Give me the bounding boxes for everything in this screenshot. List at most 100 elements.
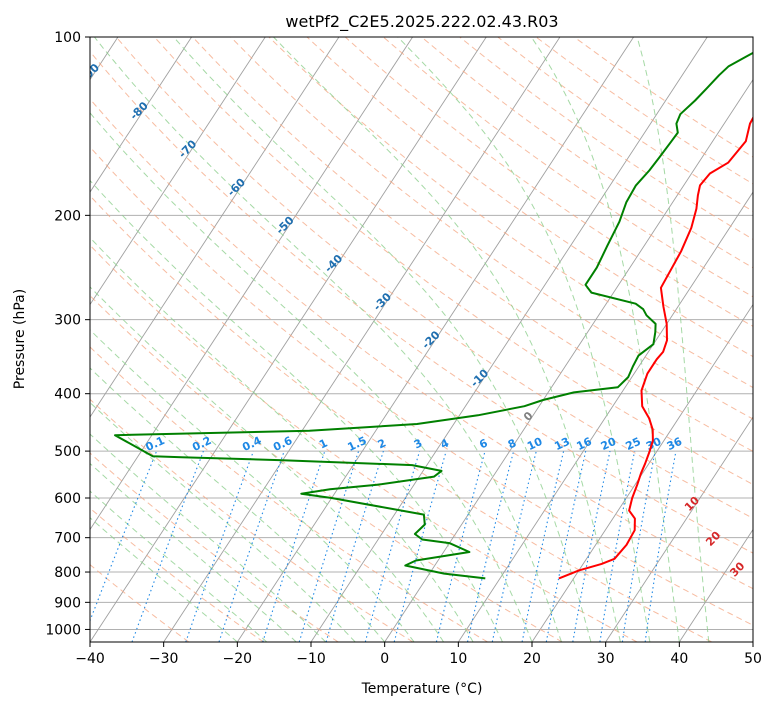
isotherm-line — [90, 37, 266, 306]
line-labels: 0.1 0.2 0.4 0.6 1 1.5 2 3 4 6 8 10 13 16 20 25 30 36-100-… — [27, 20, 774, 607]
isotherm-label: -10 — [468, 366, 491, 389]
isotherm-label: -80 — [128, 99, 151, 122]
isotherm-label: -30 — [371, 290, 394, 313]
dry-adiabat-line — [230, 37, 753, 420]
dry-adiabat-line — [90, 50, 753, 554]
mixing-ratio-label: 6 — [477, 436, 490, 451]
dry-adiabat-line — [459, 37, 753, 240]
isotherm-label: -50 — [273, 214, 296, 237]
x-tick-label: 10 — [449, 651, 467, 667]
mixing-ratio-label: 25 — [624, 435, 643, 453]
moist-adiabat-line — [90, 490, 268, 642]
mixing-ratio-line — [491, 450, 537, 642]
dry-adiabat-line — [573, 37, 753, 158]
isotherm-label: -90 — [79, 61, 102, 84]
y-tick-label: 500 — [54, 444, 81, 460]
mixing-ratio-line — [90, 450, 158, 623]
dry-adiabat-line — [306, 37, 753, 358]
isotherm-line — [90, 37, 340, 418]
mixing-ratio-line — [599, 450, 636, 642]
x-tick-label: −20 — [223, 651, 253, 667]
x-tick-label: −30 — [149, 651, 179, 667]
x-tick-label: −10 — [296, 651, 326, 667]
isotherm-label: -60 — [225, 175, 248, 198]
dry-adiabat-line — [154, 37, 753, 485]
x-tick-label: 30 — [597, 651, 615, 667]
mixing-ratio-label: 13 — [552, 435, 571, 453]
mixing-ratio-label: 4 — [439, 436, 452, 451]
adiabat-label: 40 — [754, 587, 774, 607]
mixing-ratio-line — [131, 450, 204, 642]
mixing-ratio-label: 10 — [525, 435, 545, 453]
dry-adiabat-line — [90, 452, 339, 642]
grid-layer — [90, 37, 753, 642]
y-tick-label: 600 — [54, 491, 81, 507]
moist-adiabat-line — [636, 37, 710, 642]
isotherm-line — [531, 303, 753, 642]
isotherm-label: -70 — [176, 137, 199, 160]
isotherm-line — [90, 37, 413, 531]
y-tick-label: 100 — [54, 30, 81, 46]
chart-title: wetPf2_C2E5.2025.222.02.43.R03 — [285, 12, 558, 32]
moist-adiabat-line — [90, 286, 445, 642]
y-tick-label: 300 — [54, 313, 81, 329]
moist-adiabat-line — [90, 433, 327, 642]
isotherm-line — [90, 37, 192, 193]
isotherm-label: -100 — [27, 20, 56, 49]
isotherm-line — [752, 641, 753, 642]
moist-adiabat-line — [90, 329, 415, 642]
dry-adiabat-line — [90, 244, 638, 642]
moist-adiabat-line — [90, 462, 297, 642]
mixing-ratio-line — [572, 450, 611, 642]
dry-adiabat-line — [90, 507, 264, 642]
mixing-ratio-line — [644, 451, 677, 642]
moist-adiabat-line — [90, 179, 503, 642]
mixing-ratio-label: 16 — [575, 435, 595, 453]
x-axis: −40 −30 −20 −10 0 10 20 30 40 50 — [75, 642, 762, 667]
adiabat-label: 10 — [682, 494, 702, 514]
mixing-ratio-line — [364, 450, 421, 642]
moist-adiabat-line — [397, 37, 651, 642]
y-tick-label: 1000 — [45, 622, 81, 638]
adiabat-label: 20 — [703, 529, 723, 549]
mixing-ratio-line — [621, 450, 656, 642]
mixing-ratio-line — [325, 450, 384, 642]
dry-adiabat-line — [90, 98, 753, 590]
y-tick-label: 700 — [54, 531, 81, 547]
mixing-ratio-line — [545, 450, 587, 642]
isotherm-line — [384, 78, 753, 642]
dry-adiabat-line — [90, 294, 563, 642]
dry-adiabat-line — [268, 37, 753, 389]
moist-adiabat-line — [90, 401, 356, 642]
dry-adiabat-line — [90, 195, 712, 642]
isotherm-line — [678, 528, 753, 642]
dry-adiabat-line — [90, 346, 488, 642]
isotherm-line — [236, 37, 634, 642]
dry-adiabat-line — [90, 146, 753, 626]
x-tick-label: 50 — [744, 651, 762, 667]
moist-adiabat-line — [90, 517, 238, 642]
background-lines — [90, 37, 753, 642]
mixing-ratio-label: 3 — [412, 436, 424, 451]
mixing-ratio-line — [435, 450, 486, 642]
y-tick-label: 400 — [54, 387, 81, 403]
isotherm-line — [163, 37, 561, 642]
profiles — [114, 51, 753, 580]
isotherm-line — [457, 191, 753, 642]
mixing-ratio-label: 20 — [599, 435, 619, 453]
moist-adiabat-line — [173, 37, 592, 642]
dry-adiabat-line — [115, 37, 753, 519]
mixing-ratio-line — [218, 450, 285, 642]
y-axis-label: Pressure (hPa) — [12, 289, 28, 389]
x-tick-label: 40 — [670, 651, 688, 667]
x-tick-label: 0 — [380, 651, 389, 667]
mixing-ratio-line — [298, 450, 360, 642]
mixing-ratio-line — [393, 450, 447, 642]
y-tick-label: 200 — [54, 208, 81, 224]
dry-adiabat-line — [382, 37, 753, 298]
y-tick-label: 900 — [54, 595, 81, 611]
isotherm-label: 0 — [521, 409, 536, 424]
x-tick-label: 20 — [523, 651, 541, 667]
mixing-ratio-line — [262, 450, 326, 642]
